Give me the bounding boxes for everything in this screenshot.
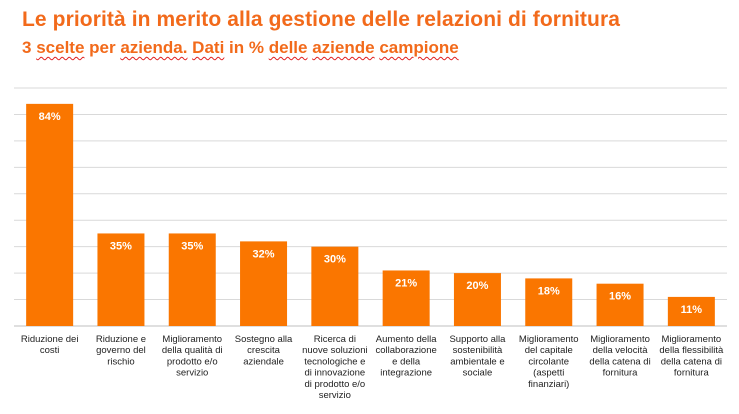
category-label-line: Miglioramento xyxy=(162,334,222,345)
bar xyxy=(525,278,573,326)
bar xyxy=(240,241,288,326)
category-label-line: Supporto alla xyxy=(449,334,506,345)
data-label: 21% xyxy=(395,277,417,289)
category-label-line: Sostegno alla xyxy=(235,334,293,345)
category-label-line: collaborazione xyxy=(376,345,437,356)
category-label-line: (aspetti xyxy=(533,368,564,379)
category-label-line: nuove soluzioni xyxy=(302,345,368,356)
subtitle-word: scelte xyxy=(36,38,85,57)
category-label-line: prodotto e/o xyxy=(167,356,218,367)
data-label: 18% xyxy=(538,285,560,297)
category-label-line: Aumento della xyxy=(376,334,437,345)
category-label-line: aziendale xyxy=(243,356,284,367)
subtitle-word: per xyxy=(89,38,116,57)
data-label: 20% xyxy=(466,280,488,292)
category-label-line: servizio xyxy=(319,390,351,401)
data-label: 30% xyxy=(324,254,346,266)
category-label-line: ambientale e xyxy=(450,356,504,367)
bar xyxy=(168,233,216,326)
category-label-line: costi xyxy=(40,345,60,356)
category-label: Aumento della collaborazione e della integr… xyxy=(376,334,438,379)
category-label-line: Ricerca di xyxy=(314,334,356,345)
data-label: 35% xyxy=(181,240,203,252)
category-label: Riduzione e governo del rischio xyxy=(96,334,146,367)
data-label: 35% xyxy=(110,240,132,252)
category-label-line: finanziari) xyxy=(528,379,569,390)
bar xyxy=(453,273,501,326)
category-label-line: fornitura xyxy=(674,368,710,379)
category-label-line: sociale xyxy=(463,368,493,379)
subtitle-word: delle xyxy=(268,38,308,57)
subtitle-word: azienda. xyxy=(120,38,188,57)
data-label: 11% xyxy=(681,304,703,316)
chart-title: Le priorità in merito alla gestione dell… xyxy=(22,8,621,31)
category-label-line: del capitale xyxy=(525,345,573,356)
category-label: Miglioramento del capitale circolante (aspe… xyxy=(519,334,579,390)
category-label-line: della catena di xyxy=(589,356,650,367)
category-label: Miglioramento della velocità della catena … xyxy=(589,334,650,379)
data-label: 32% xyxy=(253,248,275,260)
bar xyxy=(26,103,74,326)
category-label-line: sostenibilità xyxy=(453,345,503,356)
subtitle-word: in xyxy=(229,38,245,57)
category-label-line: rischio xyxy=(107,356,134,367)
category-label-line: governo del xyxy=(96,345,146,356)
bar xyxy=(596,283,644,326)
subtitle-word: aziende xyxy=(312,38,375,57)
category-label-line: della catena di xyxy=(661,356,722,367)
category-label-line: della velocità xyxy=(593,345,649,356)
category-label-line: circolante xyxy=(528,356,569,367)
category-label: Miglioramento della qualità di prodotto e/… xyxy=(162,334,223,379)
bar xyxy=(382,270,430,326)
bar xyxy=(97,233,145,326)
category-label-line: di innovazione xyxy=(304,368,365,379)
category-label-line: tecnologiche e xyxy=(304,356,365,367)
category-label-line: Riduzione dei xyxy=(21,334,79,345)
category-label: Sostegno alla crescita aziendale xyxy=(235,334,293,367)
category-label: Supporto alla sostenibilità ambientale e so… xyxy=(449,334,506,379)
category-label: Miglioramento della flessibilità della cat… xyxy=(659,334,724,379)
category-label-line: Miglioramento xyxy=(590,334,650,345)
category-label-line: fornitura xyxy=(603,368,639,379)
subtitle-word: 3 xyxy=(22,38,32,57)
subtitle-word: % xyxy=(248,38,264,57)
category-label-line: e della xyxy=(392,356,421,367)
category-label-line: servizio xyxy=(176,368,208,379)
data-label: 16% xyxy=(609,291,631,303)
category-label-line: crescita xyxy=(247,345,280,356)
subtitle-word: campione xyxy=(379,38,459,57)
data-label: 84% xyxy=(39,111,61,123)
category-label: Riduzione dei costi xyxy=(21,334,79,356)
subtitle-word: Dati xyxy=(192,38,225,57)
category-label-line: Miglioramento xyxy=(662,334,722,345)
category-label-line: Riduzione e xyxy=(96,334,146,345)
category-label-line: integrazione xyxy=(380,368,432,379)
bar xyxy=(667,296,715,326)
category-label-line: di prodotto e/o xyxy=(304,379,365,390)
category-label-line: della qualità di xyxy=(162,345,223,356)
category-label-line: Miglioramento xyxy=(519,334,579,345)
chart-subtitle: 3 scelte per azienda. Dati in % delle az… xyxy=(22,38,459,58)
bar xyxy=(311,246,359,326)
category-label-line: della flessibilità xyxy=(659,345,724,356)
